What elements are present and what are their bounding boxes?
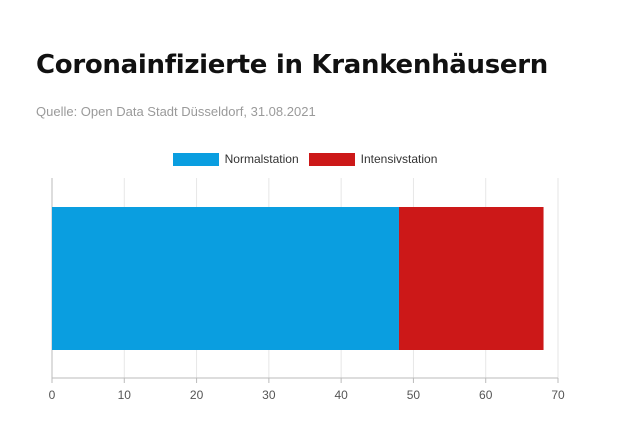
x-tick-label-20: 20: [190, 388, 204, 402]
legend-label-intensivstation: Intensivstation: [360, 152, 438, 166]
legend-item-normalstation[interactable]: Normalstation: [172, 152, 299, 166]
chart-legend: Normalstation Intensivstation: [0, 152, 610, 166]
x-tick-label-30: 30: [262, 388, 276, 402]
x-tick-label-10: 10: [118, 388, 132, 402]
x-tick-label-50: 50: [407, 388, 421, 402]
chart-source: Quelle: Open Data Stadt Düsseldorf, 31.0…: [36, 104, 316, 119]
legend-swatch-intensivstation: [308, 152, 355, 166]
bar-intensivstation[interactable]: [398, 207, 544, 350]
x-tick-label-60: 60: [479, 388, 493, 402]
legend-label-normalstation: Normalstation: [224, 152, 299, 166]
bar-normalstation[interactable]: [52, 207, 399, 350]
x-tick-label-40: 40: [334, 388, 348, 402]
x-tick-label-70: 70: [551, 388, 565, 402]
legend-item-intensivstation[interactable]: Intensivstation: [308, 152, 438, 166]
chart-title: Coronainfizierte in Krankenhäusern: [36, 50, 548, 80]
legend-swatch-normalstation: [172, 152, 219, 166]
x-tick-label-0: 0: [49, 388, 56, 402]
